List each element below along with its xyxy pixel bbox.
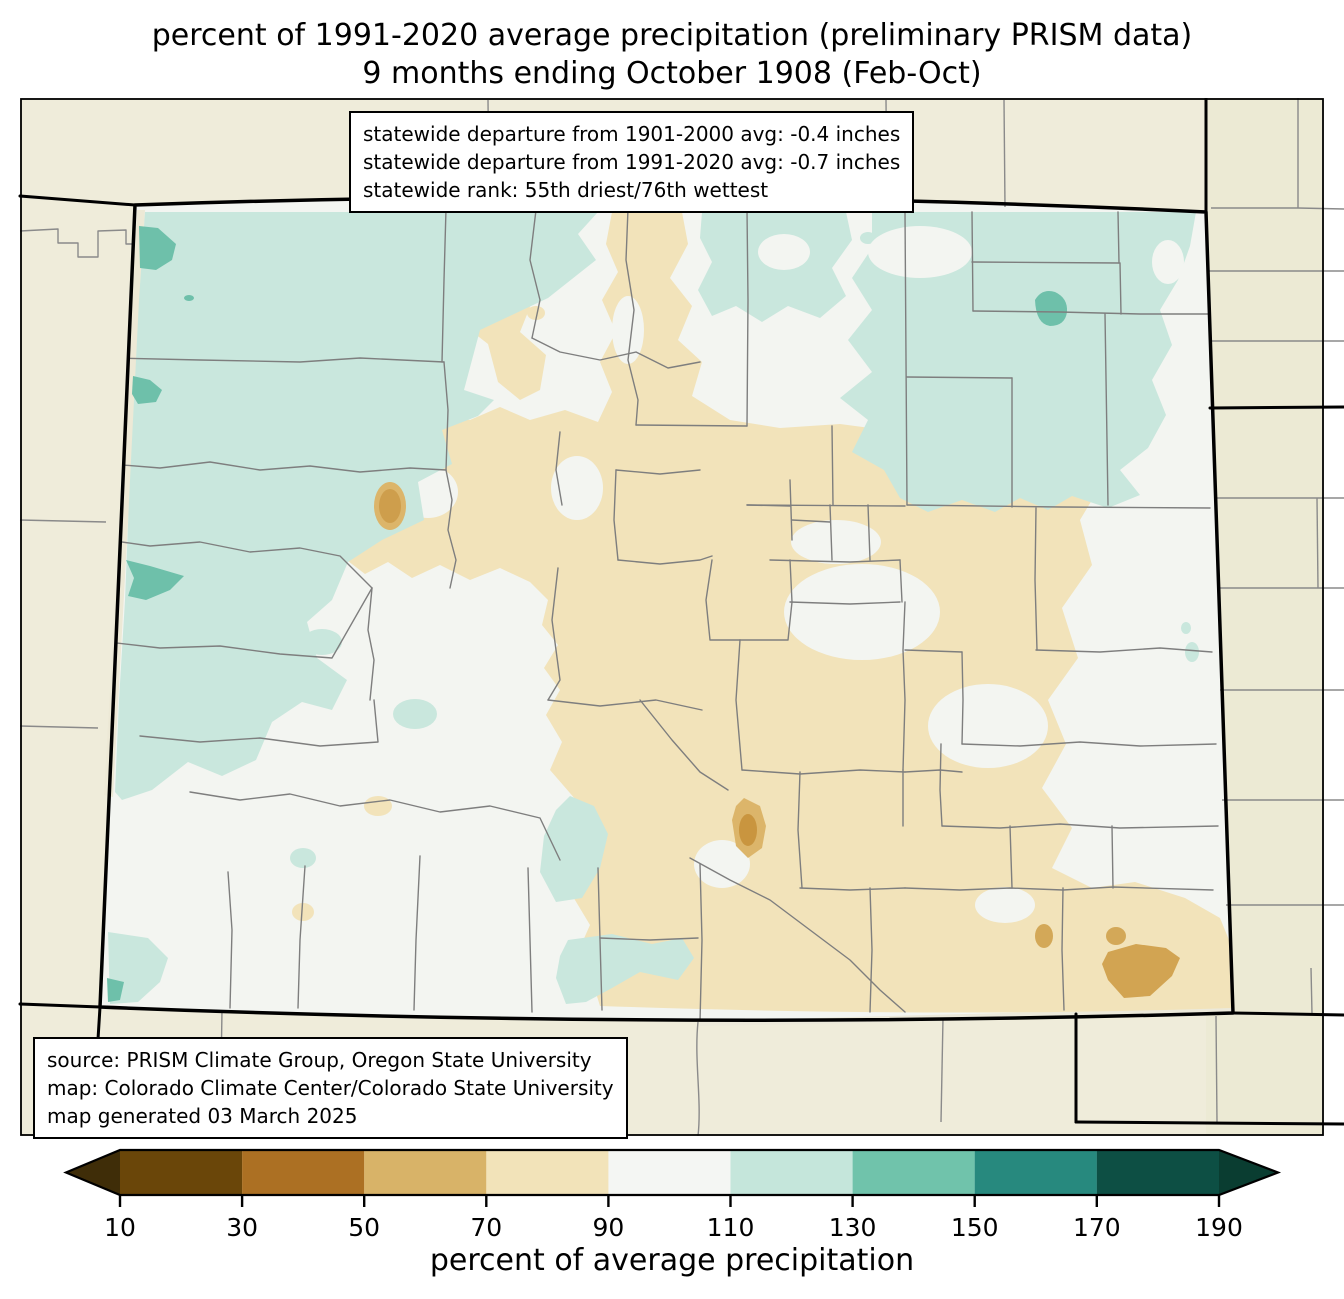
stats-line-1: statewide departure from 1901-2000 avg: … [363,122,901,146]
credits-line-source: source: PRISM Climate Group, Oregon Stat… [47,1048,592,1072]
cbar-seg-90-110 [608,1150,731,1195]
cbar-tick-170: 170 [1073,1213,1121,1242]
colorbar: 10 30 50 70 90 110 130 150 170 190 [0,1140,1344,1250]
colorado-precipitation-map [18,98,1344,1136]
cbar-tick-130: 130 [829,1213,877,1242]
page-subtitle: 9 months ending October 1908 (Feb-Oct) [362,56,982,91]
wet-130-150-patches [107,226,1068,1002]
cbar-under-arrow [66,1150,120,1195]
cbar-seg-70-90 [486,1150,609,1195]
cbar-seg-130-150 [852,1150,975,1195]
cbar-seg-10-30 [120,1150,243,1195]
cbar-tick-110: 110 [707,1213,755,1242]
colorbar-svg: 10 30 50 70 90 110 130 150 170 190 [63,1148,1282,1242]
cbar-ticks [118,1195,1221,1207]
stats-line-3: statewide rank: 55th driest/76th wettest [363,178,769,202]
statewide-stats-box: statewide departure from 1901-2000 avg: … [349,111,915,213]
page-title: percent of 1991-2020 average precipitati… [151,18,1193,53]
cbar-tick-70: 70 [470,1213,502,1242]
credits-box: source: PRISM Climate Group, Oregon Stat… [33,1037,628,1139]
cbar-tick-10: 10 [104,1213,136,1242]
stats-line-2: statewide departure from 1991-2020 avg: … [363,150,901,174]
cbar-tick-190: 190 [1195,1213,1243,1242]
cbar-tick-50: 50 [348,1213,380,1242]
map-area [0,98,1344,1136]
axes-frame [20,98,1324,1136]
dry-50-70-spots [374,482,1180,998]
cbar-seg-150-170 [974,1150,1097,1195]
cbar-seg-50-70 [364,1150,487,1195]
normal-90-110-holes [398,296,1138,923]
credits-line-generated: map generated 03 March 2025 [47,1104,358,1128]
colorbar-label: percent of average precipitation [429,1243,915,1278]
cbar-tick-90: 90 [592,1213,624,1242]
normal-90-110-holes-ne [758,226,1184,284]
cbar-seg-170-190 [1096,1150,1220,1195]
colorado-county-lines [107,208,1219,1021]
cbar-tick-150: 150 [951,1213,999,1242]
cbar-seg-30-50 [242,1150,365,1195]
cbar-tick-labels: 10 30 50 70 90 110 130 150 170 190 [104,1213,1243,1242]
cbar-seg-110-130 [730,1150,853,1195]
cbar-tick-30: 30 [226,1213,258,1242]
credits-line-map: map: Colorado Climate Center/Colorado St… [47,1076,614,1100]
cbar-over-arrow [1219,1150,1278,1195]
